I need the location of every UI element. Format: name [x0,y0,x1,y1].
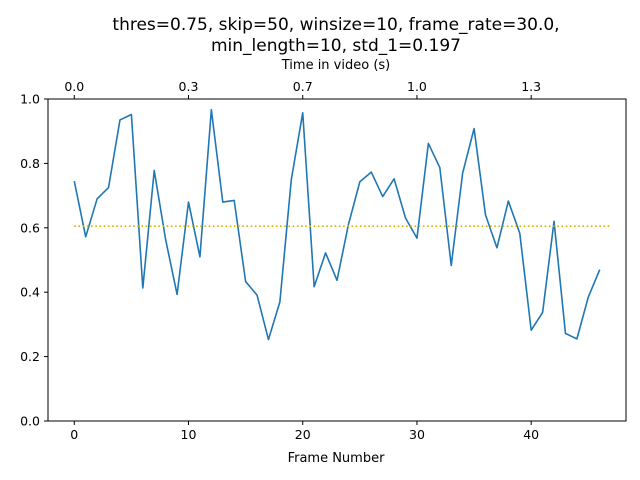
x-tick-label: 0 [70,427,78,442]
x-axis-label: Frame Number [288,451,386,466]
top-tick-label: 1.0 [407,79,427,94]
y-tick-label: 1.0 [20,92,40,107]
top-tick-label: 0.0 [64,79,84,94]
y-tick-label: 0.0 [20,414,40,429]
plot-frame [47,98,627,422]
x-tick-label: 40 [523,427,539,442]
x-tick-label: 20 [295,427,311,442]
y-tick-label: 0.4 [20,285,40,300]
top-tick-label: 0.3 [179,79,199,94]
top-tick-label: 1.3 [521,79,541,94]
chart-title-line-2: min_length=10, std_1=0.197 [211,36,461,56]
x-tick-label: 10 [181,427,197,442]
series-line-0 [73,108,601,341]
chart-title-line-1: thres=0.75, skip=50, winsize=10, frame_r… [112,15,559,35]
top-axis-label: Time in video (s) [281,58,391,73]
x-tick-label: 30 [409,427,425,442]
y-tick-label: 0.6 [20,220,40,235]
y-tick-label: 0.8 [20,156,40,171]
series-layer [73,108,612,341]
top-tick-label: 0.7 [293,79,313,94]
y-tick-label: 0.2 [20,349,40,364]
ticks-layer: 0 10 20 30 40 0.0 0.3 0.7 1.0 1.3 0.0 0.2 0.4 0.6 0.8 1… [20,79,541,442]
